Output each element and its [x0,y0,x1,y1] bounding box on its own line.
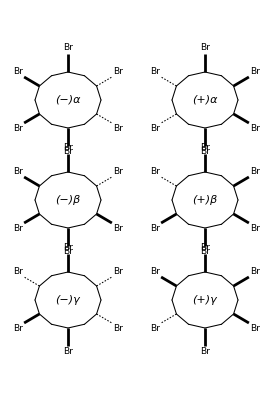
Text: Br: Br [63,148,73,156]
Text: Br: Br [13,224,23,233]
Text: Br: Br [63,44,73,52]
Text: Br: Br [113,324,123,333]
Text: (−)β: (−)β [55,195,81,205]
Text: Br: Br [250,167,260,176]
Text: Br: Br [150,224,160,233]
Text: Br: Br [13,267,23,276]
Text: Br: Br [250,124,260,133]
Text: Br: Br [150,324,160,333]
Text: Br: Br [150,167,160,176]
Text: Br: Br [150,124,160,133]
Text: Br: Br [63,144,73,152]
Text: Br: Br [113,167,123,176]
Text: (+)β: (+)β [192,195,218,205]
Text: Br: Br [200,244,210,252]
Text: (−)γ: (−)γ [56,295,80,305]
Text: (+)α: (+)α [192,95,218,105]
Text: Br: Br [113,124,123,133]
Text: Br: Br [150,67,160,76]
Text: Br: Br [250,67,260,76]
Text: Br: Br [250,267,260,276]
Text: Br: Br [200,44,210,52]
Text: Br: Br [200,348,210,356]
Text: Br: Br [63,348,73,356]
Text: Br: Br [150,267,160,276]
Text: Br: Br [63,248,73,256]
Text: Br: Br [113,67,123,76]
Text: Br: Br [200,144,210,152]
Text: Br: Br [113,224,123,233]
Text: Br: Br [250,224,260,233]
Text: Br: Br [200,148,210,156]
Text: Br: Br [200,248,210,256]
Text: Br: Br [13,324,23,333]
Text: Br: Br [113,267,123,276]
Text: Br: Br [13,67,23,76]
Text: Br: Br [13,167,23,176]
Text: Br: Br [63,244,73,252]
Text: Br: Br [13,124,23,133]
Text: (−)α: (−)α [55,95,81,105]
Text: Br: Br [250,324,260,333]
Text: (+)γ: (+)γ [192,295,217,305]
